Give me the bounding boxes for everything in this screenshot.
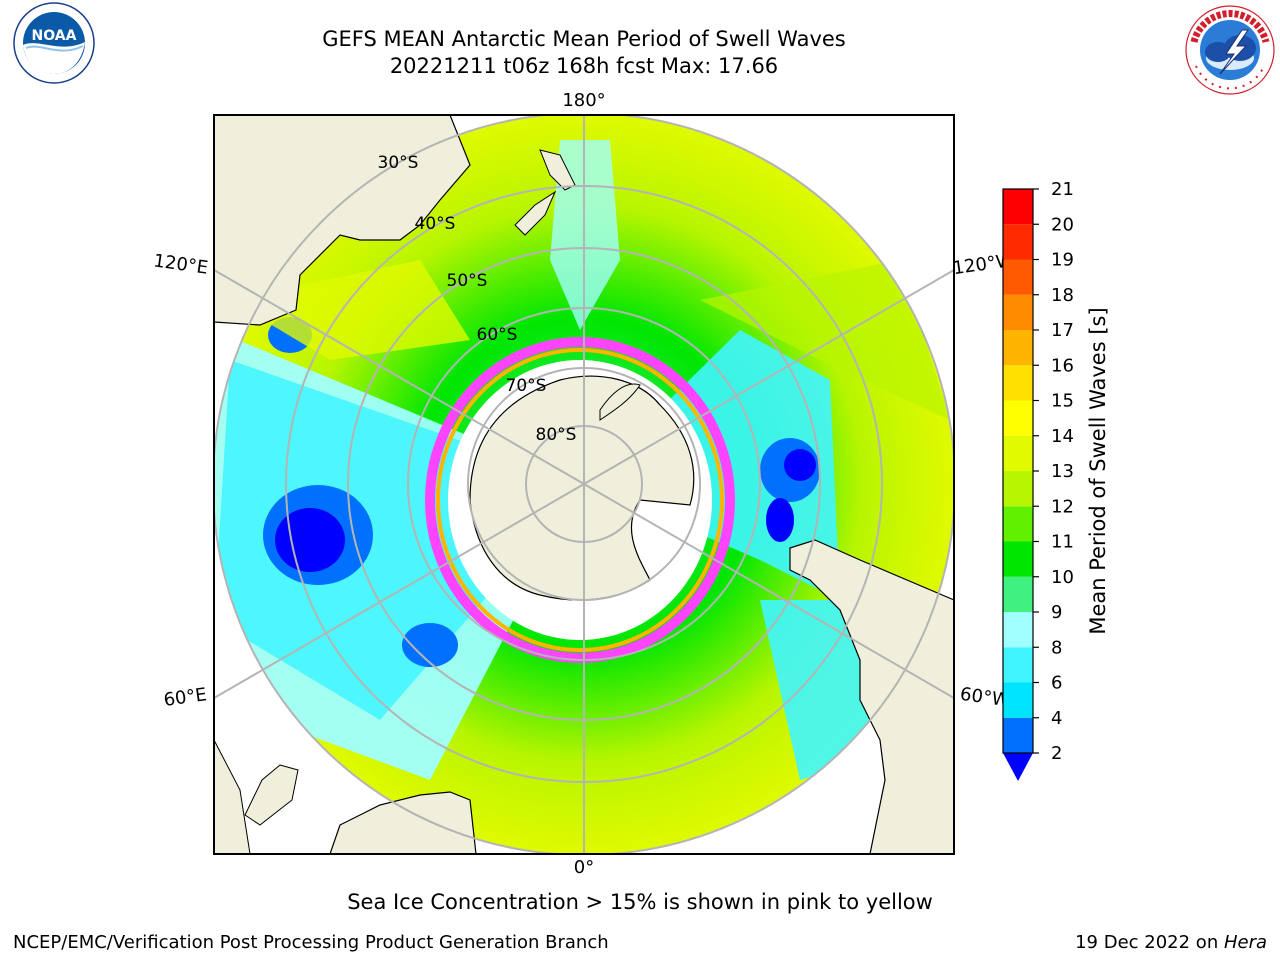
colorbar-tick-label: 2 [1051, 743, 1062, 764]
colorbar-segment [1003, 435, 1033, 471]
colorbar-segment [1003, 224, 1033, 260]
nws-logo [1184, 4, 1276, 96]
lat-label-60s: 60°S [477, 325, 518, 345]
colorbar-label: Mean Period of Swell Waves [s] [1086, 307, 1110, 634]
colorbar-segment [1003, 330, 1033, 366]
colorbar-tick-label: 13 [1051, 461, 1074, 482]
colorbar-under-arrow [1003, 753, 1033, 781]
new-zealand-south [514, 190, 557, 236]
svg-text:NOAA: NOAA [32, 28, 77, 44]
colorbar-tick-labels: 2 4 6 8 9 10 11 12 13 14 15 16 17 18 19 20 21 [1033, 179, 1074, 764]
africa-landmass [329, 791, 477, 854]
footer-branch: NCEP/EMC/Verification Post Processing Pr… [13, 932, 609, 953]
colorbar: 2 4 6 8 9 10 11 12 13 14 15 16 17 18 19 20 21 Mean Perio… [1002, 179, 1110, 781]
colorbar-tick-label: 6 [1051, 673, 1062, 694]
new-zealand-north [539, 149, 576, 191]
lon-label-120e: 120°E [152, 250, 209, 278]
sea-ice-note: Sea Ice Concentration > 15% is shown in … [347, 890, 933, 914]
colorbar-tick-label: 14 [1051, 426, 1074, 447]
colorbar-segments [1003, 189, 1033, 753]
colorbar-tick-label: 4 [1051, 708, 1062, 729]
colorbar-segment [1003, 400, 1033, 436]
lon-label-60e: 60°E [162, 684, 208, 711]
lon-label-180: 180° [562, 90, 605, 111]
southern-africa-edge [214, 739, 251, 854]
footer-host: Hera [1223, 932, 1267, 953]
south-america-landmass [789, 539, 954, 854]
map-subtitle: 20221211 t06z 168h fcst Max: 17.66 [389, 54, 779, 78]
colorbar-segment [1003, 189, 1033, 225]
colorbar-tick-label: 16 [1051, 355, 1074, 376]
colorbar-tick-label: 21 [1051, 179, 1074, 200]
antarctic-peninsula [599, 383, 641, 421]
colorbar-segment [1003, 682, 1033, 718]
lat-label-70s: 70°S [506, 376, 547, 396]
lat-label-30s: 30°S [378, 153, 419, 173]
colorbar-tick-label: 15 [1051, 391, 1074, 412]
madagascar-landmass [244, 764, 299, 826]
colorbar-tick-label: 17 [1051, 320, 1074, 341]
map-title: GEFS MEAN Antarctic Mean Period of Swell… [322, 27, 846, 51]
colorbar-tick-label: 10 [1051, 567, 1074, 588]
colorbar-tick-label: 18 [1051, 285, 1074, 306]
colorbar-segment [1003, 506, 1033, 542]
colorbar-tick-label: 12 [1051, 496, 1074, 517]
colorbar-segment [1003, 259, 1033, 295]
colorbar-segment [1003, 294, 1033, 330]
antarctica-landmass [469, 375, 695, 601]
colorbar-segment [1003, 612, 1033, 648]
lat-label-80s: 80°S [536, 425, 577, 445]
colorbar-segment [1003, 365, 1033, 401]
footer-date-text: 19 Dec 2022 on [1075, 932, 1224, 953]
footer-date: 19 Dec 2022 on Hera [1075, 932, 1267, 953]
colorbar-segment [1003, 471, 1033, 507]
graticule [214, 115, 954, 854]
colorbar-tick-label: 11 [1051, 532, 1074, 553]
colorbar-segment [1003, 717, 1033, 753]
map-border [213, 114, 955, 855]
lat-label-50s: 50°S [447, 271, 488, 291]
lon-label-0: 0° [574, 857, 594, 878]
colorbar-tick-label: 8 [1051, 637, 1062, 658]
lat-label-40s: 40°S [415, 214, 456, 234]
colorbar-tick-label: 19 [1051, 250, 1074, 271]
map-layers [214, 115, 954, 854]
colorbar-tick-label: 20 [1051, 214, 1074, 235]
colorbar-segment [1003, 647, 1033, 683]
noaa-logo: NOAA [13, 2, 95, 84]
colorbar-segment [1003, 541, 1033, 577]
colorbar-tick-label: 9 [1051, 602, 1062, 623]
colorbar-segment [1003, 576, 1033, 612]
